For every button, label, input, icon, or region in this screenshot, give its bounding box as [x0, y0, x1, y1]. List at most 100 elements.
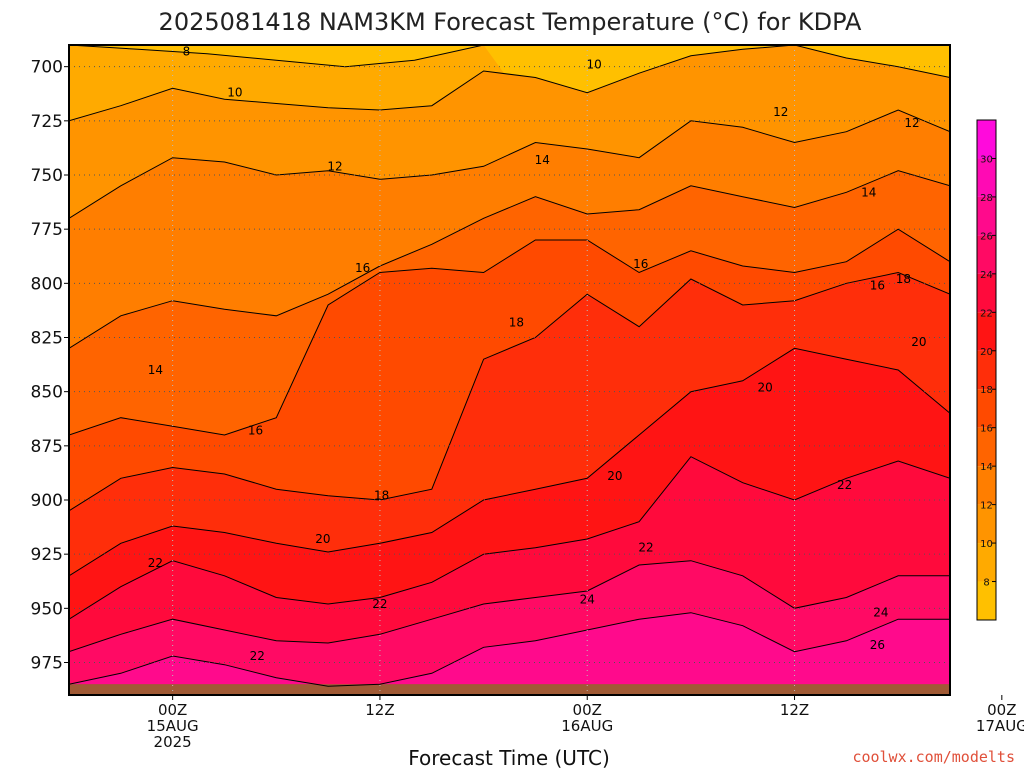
pressure-axis: 700 725 750 775 800 825 850 875 900 925 950 975 — [31, 58, 69, 674]
colorbar-frame — [976, 119, 997, 621]
contour-label-26: 24 — [873, 606, 888, 620]
contour-label-21: 20 — [315, 532, 330, 546]
y-tick-label-900: 900 — [31, 491, 63, 511]
isotherm-12 — [69, 109, 950, 219]
x-tick-label-0-2: 2025 — [154, 733, 192, 751]
colorbar-label-18: 18 — [980, 385, 993, 396]
x-axis-label: Forecast Time (UTC) — [408, 746, 610, 768]
isotherm-22 — [69, 456, 950, 620]
contour-label-16: 22 — [837, 478, 852, 492]
colorbar-swatch-16 — [977, 389, 996, 428]
ground-band — [69, 684, 950, 695]
contour-label-27: 26 — [870, 638, 885, 652]
contour-label-13: 20 — [911, 335, 926, 349]
x-tick-label-0-0: 00Z — [158, 701, 187, 719]
contour-label-12: 18 — [509, 315, 524, 329]
colorbar-swatch-20 — [977, 312, 996, 351]
colorbar-label-20: 20 — [980, 347, 993, 358]
contour-label-8: 16 — [355, 261, 370, 275]
colorbar-label-26: 26 — [980, 231, 993, 242]
colorbar-swatch-22 — [977, 273, 996, 313]
colorbar-swatch-30 — [977, 120, 996, 159]
colorbar-swatch-8 — [977, 543, 996, 582]
temperature-fill-bands — [69, 45, 950, 695]
contour-label-6: 14 — [535, 153, 550, 167]
x-tick-label-48-1: 17AUG — [976, 717, 1024, 735]
y-tick-label-925: 925 — [31, 545, 63, 565]
colorbar-label-16: 16 — [980, 424, 993, 435]
contour-label-20: 18 — [374, 489, 389, 503]
colorbar-label-24: 24 — [980, 270, 993, 281]
colorbar-swatch-6 — [977, 581, 996, 620]
colorbar-swatch-10 — [977, 504, 996, 544]
isotherm-20 — [69, 347, 950, 577]
y-tick-label-875: 875 — [31, 437, 63, 457]
contour-label-9: 16 — [633, 257, 648, 271]
isotherm-contour-lines — [69, 45, 950, 687]
dotted-grid-lines — [69, 45, 950, 695]
plot-frame — [68, 44, 951, 696]
y-tick-label-975: 975 — [31, 654, 63, 674]
y-tick-label-950: 950 — [31, 599, 63, 619]
isotherm-10 — [69, 45, 950, 122]
x-tick-label-24-0: 00Z — [573, 701, 602, 719]
chart-title: 2025081418 NAM3KM Forecast Temperature (… — [159, 8, 862, 36]
colorbar-swatch-12 — [977, 466, 996, 505]
colorbar-swatch-26 — [977, 196, 996, 236]
y-tick-label-775: 775 — [31, 220, 63, 240]
colorbar-label-14: 14 — [980, 462, 993, 473]
colorbar-label-22: 22 — [980, 308, 993, 319]
isotherm-24 — [69, 560, 950, 653]
y-tick-label-825: 825 — [31, 329, 63, 349]
contour-label-3: 12 — [904, 116, 919, 130]
contour-label-10: 16 — [870, 279, 885, 293]
contour-label-22: 22 — [148, 556, 163, 570]
y-tick-label-850: 850 — [31, 383, 63, 403]
site-credit: coolwx.com/modelts — [852, 748, 1015, 766]
contour-label-17: 22 — [638, 541, 653, 555]
contour-label-7: 14 — [861, 185, 876, 199]
y-tick-label-800: 800 — [31, 274, 63, 294]
contour-label-24: 22 — [250, 649, 265, 663]
x-tick-label-48-0: 00Z — [987, 701, 1016, 719]
y-tick-label-750: 750 — [31, 166, 63, 186]
contour-label-11: 18 — [896, 272, 911, 286]
x-tick-label-0-1: 15AUG — [147, 717, 199, 735]
colorbar-swatch-14 — [977, 427, 996, 467]
contour-label-5: 12 — [327, 159, 342, 173]
isotherm-14 — [69, 170, 950, 349]
isotherm-16 — [69, 228, 950, 436]
y-tick-label-725: 725 — [31, 112, 63, 132]
colorbar-swatch-18 — [977, 350, 996, 390]
ground-surface-band — [69, 684, 950, 695]
contour-value-labels: 8 10 12 12 10 12 14 14 16 16 16 18 18 20 20 20 22 22 14 16 1… — [148, 45, 927, 664]
contour-label-25: 24 — [580, 593, 595, 607]
contour-label-2: 12 — [773, 105, 788, 119]
colorbar-label-12: 12 — [980, 501, 993, 512]
isotherm-26 — [69, 612, 950, 687]
contour-label-4: 10 — [227, 86, 242, 100]
x-tick-label-36-0: 12Z — [780, 701, 809, 719]
colorbar-label-28: 28 — [980, 193, 993, 204]
colorbar-label-8: 8 — [983, 578, 989, 589]
x-tick-label-12-0: 12Z — [365, 701, 394, 719]
temperature-colorbar: 8 10 12 14 16 18 20 22 24 26 28 30 — [976, 119, 997, 621]
fill-band-26 — [69, 612, 950, 695]
contour-label-15: 20 — [758, 380, 773, 394]
colorbar-label-10: 10 — [980, 539, 993, 550]
colorbar-swatch-28 — [977, 158, 996, 197]
contour-label-18: 14 — [148, 363, 163, 377]
x-tick-label-24-1: 16AUG — [561, 717, 613, 735]
isotherm-18 — [69, 271, 950, 512]
colorbar-swatch-24 — [977, 235, 996, 274]
contour-label-1: 10 — [587, 58, 602, 72]
contour-label-19: 16 — [248, 424, 263, 438]
contour-label-0: 8 — [183, 45, 191, 59]
isotherm-8 — [69, 45, 484, 68]
contour-label-23: 22 — [372, 597, 387, 611]
y-tick-label-700: 700 — [31, 58, 63, 78]
contour-label-14: 20 — [607, 469, 622, 483]
colorbar-label-30: 30 — [980, 154, 993, 165]
